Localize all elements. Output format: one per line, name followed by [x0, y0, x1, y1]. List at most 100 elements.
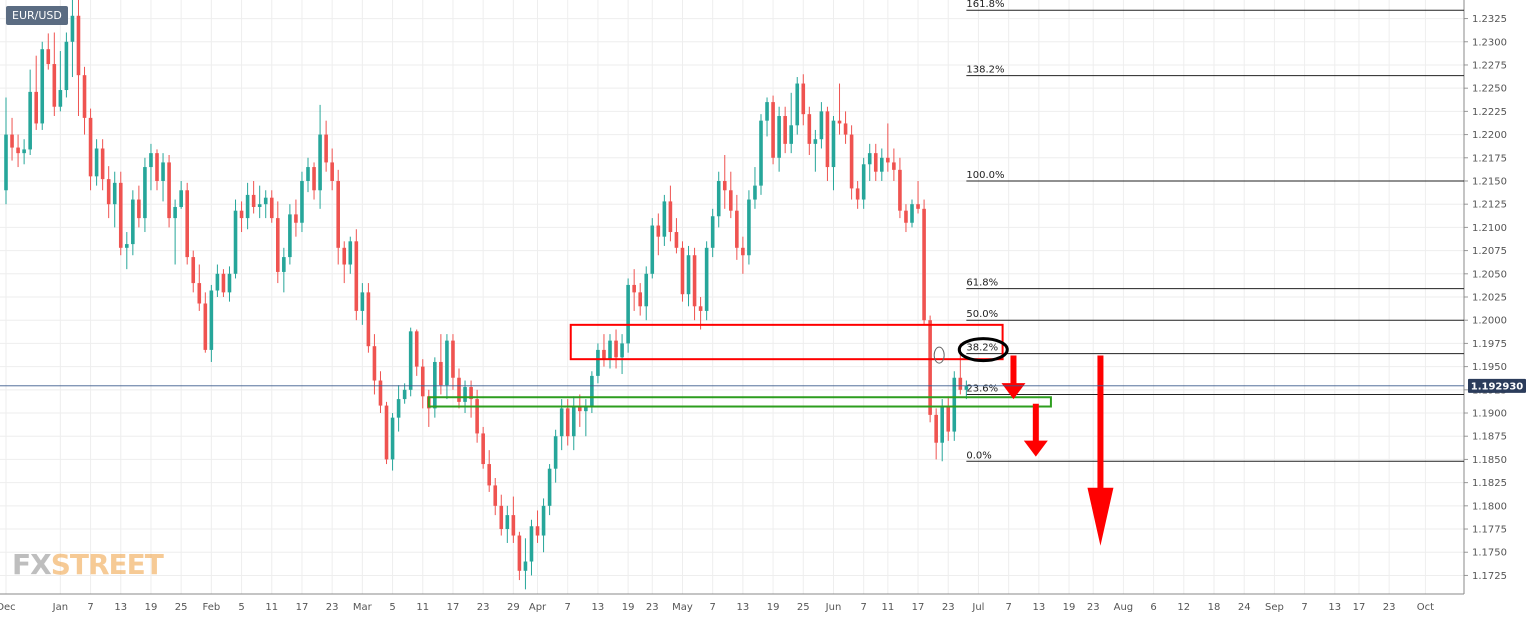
candle-body — [251, 194, 256, 207]
candle-body — [227, 273, 232, 293]
candle-body — [590, 375, 594, 406]
candle-body — [76, 15, 81, 76]
candle-body — [88, 117, 93, 177]
candle-body — [493, 485, 498, 506]
candle — [680, 241, 685, 302]
candle-body — [457, 377, 461, 402]
candle — [873, 143, 878, 181]
candle — [28, 69, 32, 155]
candle — [892, 148, 896, 181]
down-arrow-large — [1087, 355, 1114, 546]
candle-body — [149, 153, 153, 168]
candle-body — [904, 210, 908, 223]
candle-body — [789, 125, 793, 144]
candle — [855, 180, 860, 209]
candle-body — [511, 515, 516, 536]
candle — [716, 171, 721, 228]
candle-body — [922, 208, 926, 321]
candle — [493, 477, 498, 516]
candle-body — [451, 340, 455, 378]
candle — [638, 283, 642, 316]
candle-body — [276, 218, 280, 272]
candle — [185, 182, 189, 265]
candle — [348, 236, 353, 274]
y-tick-label: 1.1950 — [1472, 362, 1507, 373]
candle-body — [958, 377, 963, 390]
fib-level-label: 0.0% — [966, 450, 991, 461]
candle — [529, 519, 534, 576]
y-tick-label: 1.2125 — [1472, 200, 1507, 211]
candle — [161, 153, 165, 202]
candle-body — [535, 526, 540, 536]
candle — [330, 148, 334, 191]
y-tick-label: 1.2275 — [1472, 60, 1507, 71]
x-tick-label: Jul — [971, 602, 984, 613]
candle — [867, 143, 872, 181]
candle — [704, 241, 709, 321]
last-price-label: 1.192930 — [1471, 381, 1524, 392]
candle-body — [125, 244, 129, 248]
candle-body — [626, 284, 630, 344]
candle-body — [880, 157, 884, 172]
candle — [632, 269, 636, 311]
candle — [10, 117, 14, 161]
candle — [602, 334, 606, 367]
candle — [414, 329, 419, 376]
candle — [596, 343, 600, 384]
y-tick-label: 1.1900 — [1472, 409, 1507, 420]
candle — [831, 116, 836, 191]
candle-body — [215, 273, 220, 291]
x-tick-label: 17 — [1353, 602, 1366, 613]
candle — [402, 383, 407, 404]
candle — [614, 329, 618, 369]
x-tick-label: Jun — [825, 602, 842, 613]
candle — [571, 396, 576, 451]
candle-body — [10, 134, 14, 148]
candle-body — [384, 405, 389, 460]
candle — [106, 166, 111, 219]
candle-body — [233, 210, 238, 274]
fib-382-highlight-ellipse — [957, 337, 1009, 363]
candle — [904, 204, 908, 233]
candle-body — [161, 162, 165, 181]
candle — [233, 199, 238, 279]
fib-level-label: 161.8% — [966, 0, 1004, 10]
candle-body — [608, 340, 612, 360]
x-tick-label: 23 — [942, 602, 955, 613]
y-tick-label: 1.2100 — [1472, 223, 1507, 234]
candle — [825, 106, 830, 181]
candle — [886, 123, 890, 172]
candle-body — [559, 408, 564, 437]
candle-body — [499, 505, 504, 530]
candle-body — [710, 216, 715, 248]
candle — [578, 394, 582, 427]
x-tick-label: 23 — [1383, 602, 1396, 613]
candle — [257, 185, 262, 219]
candle-body — [541, 505, 546, 536]
candle-body — [118, 182, 123, 248]
candle-body — [602, 349, 606, 360]
candle-body — [463, 387, 467, 402]
candle-body — [910, 204, 914, 223]
candle — [861, 157, 866, 209]
x-tick-label: 11 — [265, 602, 278, 613]
candle — [692, 247, 697, 321]
x-tick-label: 7 — [87, 602, 93, 613]
candle-body — [4, 134, 8, 191]
candle — [282, 247, 286, 293]
candle-body — [759, 120, 763, 186]
symbol-badge[interactable]: EUR/USD — [6, 6, 68, 25]
candle — [910, 199, 914, 228]
candle — [457, 368, 461, 409]
candle — [898, 157, 902, 219]
x-tick-label: 19 — [767, 602, 780, 613]
candle — [777, 106, 781, 172]
candle — [487, 450, 491, 492]
x-tick-label: Sep — [1265, 602, 1284, 613]
candle — [137, 185, 141, 228]
candle — [499, 494, 504, 536]
candle — [269, 190, 274, 223]
candle — [312, 162, 316, 200]
candle-body — [257, 204, 262, 207]
